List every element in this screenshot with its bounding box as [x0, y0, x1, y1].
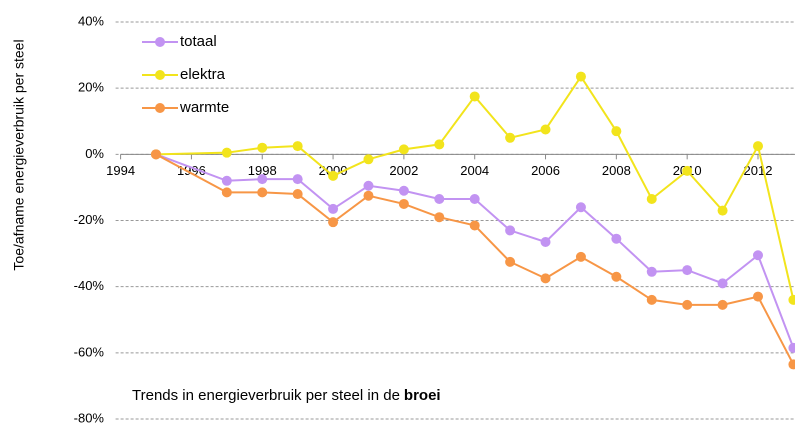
data-point	[257, 142, 268, 153]
series-line	[155, 74, 795, 301]
x-tick-label: 1994	[106, 163, 135, 178]
data-point	[611, 233, 622, 244]
legend-label: totaal	[180, 33, 217, 50]
data-point	[363, 154, 374, 165]
annotation-bold: broei	[404, 387, 441, 404]
data-point	[611, 271, 622, 282]
legend-label: warmte	[179, 99, 229, 116]
data-point	[505, 132, 516, 143]
data-point	[328, 170, 339, 181]
x-tick-label: 2000	[319, 163, 348, 178]
y-tick-label: 0%	[85, 146, 104, 161]
data-point	[469, 91, 480, 102]
series-line	[155, 153, 795, 349]
y-tick-label: 20%	[78, 80, 104, 95]
data-point	[292, 189, 303, 200]
legend-marker	[155, 37, 165, 47]
data-point	[540, 273, 551, 284]
data-point	[575, 251, 586, 262]
legend-label: elektra	[180, 66, 226, 83]
data-point	[575, 202, 586, 213]
data-point	[292, 174, 303, 185]
data-point	[151, 149, 162, 160]
data-point	[788, 359, 795, 370]
data-point	[328, 203, 339, 214]
y-tick-label: -80%	[74, 410, 105, 425]
data-point	[398, 198, 409, 209]
data-point	[575, 71, 586, 82]
x-tick-label: 1998	[248, 163, 277, 178]
data-point	[788, 294, 795, 305]
data-point	[752, 141, 763, 152]
y-tick-label: 40%	[78, 13, 104, 28]
y-axis-label: Toe/afname energieverbruik per steel	[11, 39, 27, 270]
x-tick-label: 2008	[602, 163, 631, 178]
data-point	[646, 266, 657, 277]
x-tick-label: 2004	[460, 163, 489, 178]
data-point	[292, 141, 303, 152]
data-point	[540, 237, 551, 248]
series-line	[155, 153, 795, 365]
y-tick-label: -40%	[74, 278, 105, 293]
data-point	[434, 139, 445, 150]
data-point	[752, 291, 763, 302]
data-point	[752, 250, 763, 261]
data-point	[398, 144, 409, 155]
annotation-text: Trends in energieverbruik per steel in d…	[132, 387, 400, 404]
data-point	[717, 278, 728, 289]
data-point	[328, 217, 339, 228]
legend-marker	[155, 70, 165, 80]
x-tick-label: 2006	[531, 163, 560, 178]
data-point	[505, 256, 516, 267]
y-tick-label: -60%	[74, 344, 105, 359]
data-point	[717, 299, 728, 310]
x-tick-label: 2002	[389, 163, 418, 178]
data-point	[257, 187, 268, 198]
data-point	[682, 299, 693, 310]
data-point	[646, 193, 657, 204]
data-point	[646, 294, 657, 305]
data-point	[257, 174, 268, 185]
data-point	[682, 265, 693, 276]
data-point	[363, 190, 374, 201]
data-point	[221, 147, 232, 158]
data-point	[611, 126, 622, 137]
data-point	[434, 212, 445, 223]
data-point	[434, 193, 445, 204]
data-point	[717, 205, 728, 216]
data-point	[682, 165, 693, 176]
data-point	[469, 220, 480, 231]
data-point	[398, 185, 409, 196]
data-point	[788, 342, 795, 353]
data-point	[505, 225, 516, 236]
data-point	[221, 175, 232, 186]
data-point	[540, 124, 551, 135]
legend-marker	[155, 103, 165, 113]
x-tick-label: 1996	[177, 163, 206, 178]
data-point	[469, 193, 480, 204]
data-point	[363, 180, 374, 191]
y-tick-label: -20%	[74, 212, 105, 227]
annotation: Trends in energieverbruik per steel in d…	[132, 387, 441, 404]
data-point	[221, 187, 232, 198]
